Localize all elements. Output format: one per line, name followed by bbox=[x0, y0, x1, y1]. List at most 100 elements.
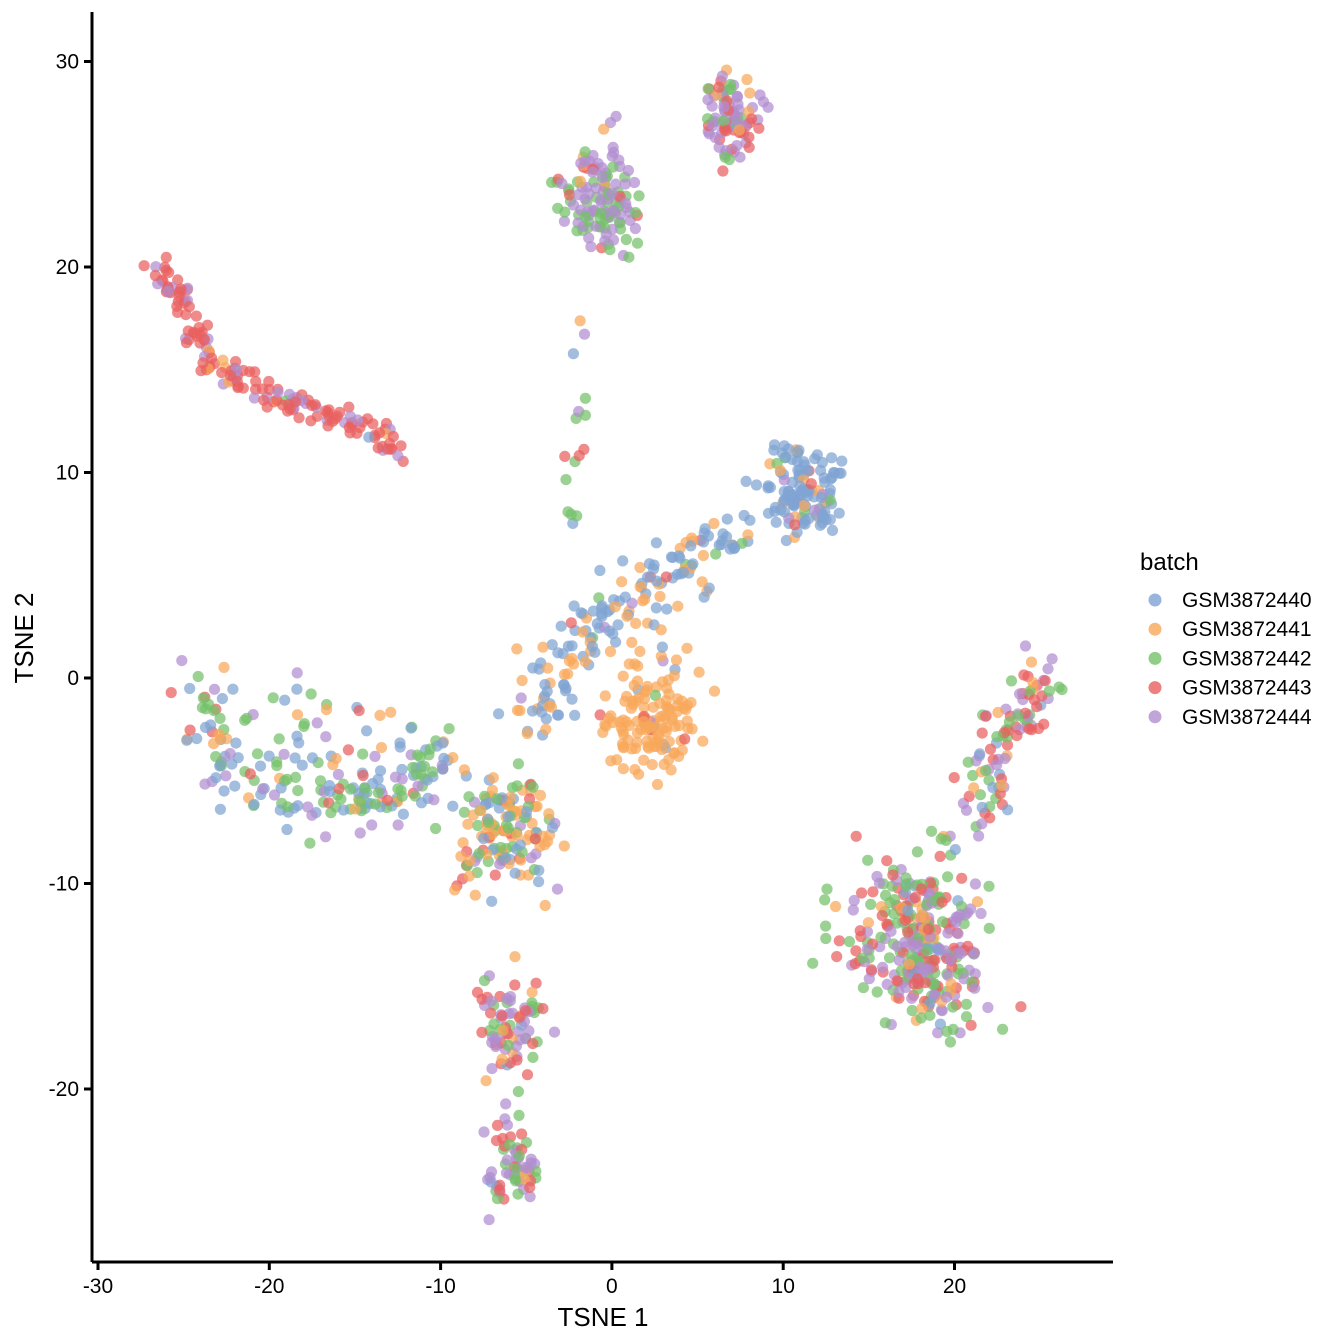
data-point bbox=[374, 709, 386, 722]
data-point bbox=[320, 704, 333, 716]
data-point bbox=[359, 782, 371, 794]
data-point bbox=[372, 442, 384, 454]
data-point bbox=[536, 706, 548, 718]
data-point bbox=[395, 440, 407, 452]
data-point bbox=[934, 850, 946, 863]
data-point bbox=[486, 895, 498, 907]
data-point bbox=[311, 717, 323, 729]
data-point bbox=[820, 920, 832, 932]
data-point bbox=[484, 1171, 496, 1184]
data-point bbox=[162, 285, 174, 297]
data-point bbox=[721, 513, 733, 525]
data-point bbox=[619, 178, 631, 190]
data-point bbox=[180, 337, 193, 349]
data-point bbox=[218, 785, 230, 797]
legend-key bbox=[1148, 593, 1162, 607]
data-point bbox=[533, 864, 545, 877]
data-point bbox=[900, 872, 912, 884]
data-point bbox=[820, 932, 832, 945]
data-point bbox=[539, 839, 551, 851]
data-point bbox=[298, 720, 310, 733]
data-point bbox=[1025, 656, 1038, 668]
data-point bbox=[366, 819, 378, 831]
data-point bbox=[363, 431, 375, 443]
data-point bbox=[650, 537, 663, 549]
data-point bbox=[893, 986, 905, 998]
data-point bbox=[578, 328, 591, 340]
data-point bbox=[826, 524, 839, 537]
data-point bbox=[906, 1004, 918, 1017]
data-point bbox=[991, 759, 1003, 771]
data-point bbox=[617, 763, 630, 775]
data-point bbox=[826, 452, 838, 464]
data-point bbox=[559, 685, 572, 697]
data-point bbox=[214, 803, 226, 815]
data-point bbox=[354, 827, 366, 839]
data-point bbox=[726, 539, 739, 551]
data-point bbox=[903, 958, 915, 970]
data-point bbox=[263, 375, 275, 388]
data-point bbox=[861, 943, 873, 955]
data-point bbox=[575, 607, 587, 619]
data-point bbox=[611, 754, 623, 766]
data-point bbox=[915, 883, 928, 895]
data-point bbox=[928, 978, 941, 990]
data-point bbox=[779, 506, 791, 518]
data-point bbox=[306, 809, 318, 821]
data-point bbox=[510, 1162, 522, 1174]
data-point bbox=[934, 1018, 947, 1030]
data-point bbox=[600, 228, 612, 240]
data-point bbox=[353, 795, 365, 807]
data-point bbox=[543, 700, 555, 712]
data-point bbox=[526, 817, 538, 830]
data-point bbox=[955, 947, 967, 959]
data-point bbox=[607, 141, 619, 153]
data-point bbox=[509, 979, 521, 991]
data-point bbox=[971, 896, 984, 908]
data-point bbox=[542, 662, 554, 674]
data-point bbox=[815, 492, 828, 504]
data-point bbox=[630, 207, 642, 219]
data-point bbox=[833, 467, 845, 479]
data-point bbox=[416, 797, 428, 809]
data-point bbox=[560, 474, 572, 486]
data-point bbox=[963, 790, 975, 803]
data-point bbox=[968, 782, 980, 794]
data-point bbox=[473, 848, 485, 860]
data-point bbox=[491, 793, 503, 805]
data-point bbox=[527, 781, 539, 793]
data-point bbox=[499, 1113, 511, 1125]
data-point bbox=[697, 735, 709, 747]
data-point bbox=[537, 641, 549, 653]
data-point bbox=[585, 241, 597, 253]
data-point bbox=[1002, 804, 1014, 816]
data-point bbox=[175, 283, 187, 295]
data-point bbox=[572, 189, 585, 201]
data-point bbox=[942, 969, 954, 982]
data-point bbox=[702, 94, 714, 106]
data-point bbox=[647, 563, 660, 575]
data-point bbox=[472, 819, 484, 832]
data-point bbox=[965, 1019, 977, 1031]
data-point bbox=[633, 768, 645, 780]
data-point bbox=[757, 96, 770, 108]
data-point bbox=[987, 782, 999, 794]
data-point bbox=[656, 641, 669, 653]
data-point bbox=[992, 706, 1004, 719]
x-tick-label: 10 bbox=[772, 1275, 795, 1298]
legend-label: GSM3872442 bbox=[1182, 647, 1312, 670]
data-point bbox=[488, 1033, 501, 1045]
data-point bbox=[502, 1039, 514, 1051]
data-point bbox=[579, 210, 592, 223]
data-point bbox=[778, 486, 790, 498]
data-point bbox=[916, 1003, 928, 1015]
data-point bbox=[1043, 685, 1055, 697]
data-point bbox=[271, 760, 283, 772]
data-point bbox=[596, 602, 608, 614]
data-point bbox=[630, 617, 642, 630]
data-point bbox=[192, 670, 204, 683]
data-point bbox=[651, 575, 663, 587]
data-point bbox=[375, 742, 388, 754]
data-point bbox=[394, 737, 406, 749]
data-point bbox=[314, 775, 327, 787]
